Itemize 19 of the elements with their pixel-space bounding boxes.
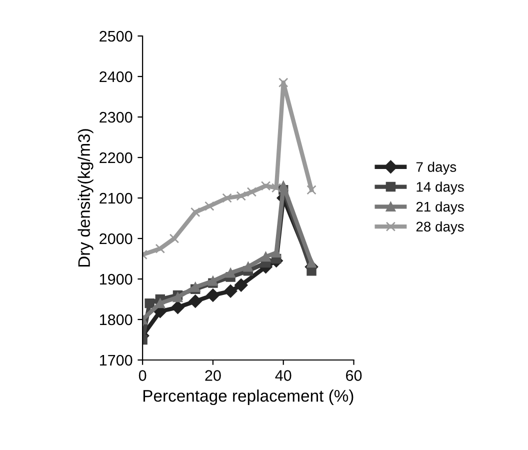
y-tick-label: 2100 — [100, 192, 132, 204]
legend-label: 7 days — [416, 162, 456, 175]
x-axis-title: Percentage replacement (%) — [143, 390, 354, 406]
y-tick-label: 1700 — [100, 354, 132, 366]
legend-label: 14 days — [416, 182, 464, 195]
y-tick-label: 2500 — [100, 30, 132, 42]
legend-label: 21 days — [416, 201, 464, 214]
y-axis-title: Dry density(kg/m3) — [78, 129, 94, 267]
x-tick-label: 20 — [205, 370, 221, 381]
y-tick-label: 2400 — [100, 71, 132, 82]
x-tick-label: 40 — [275, 370, 292, 381]
y-tick-label: 2000 — [100, 233, 132, 244]
x-tick-label: 0 — [138, 370, 146, 381]
y-tick-label: 1900 — [100, 274, 132, 285]
y-tick-label: 2300 — [100, 112, 132, 123]
legend-label: 28 days — [416, 221, 464, 234]
x-tick-label: 60 — [346, 370, 362, 381]
y-tick-label: 1800 — [100, 314, 132, 326]
y-tick-label: 2200 — [100, 152, 132, 164]
